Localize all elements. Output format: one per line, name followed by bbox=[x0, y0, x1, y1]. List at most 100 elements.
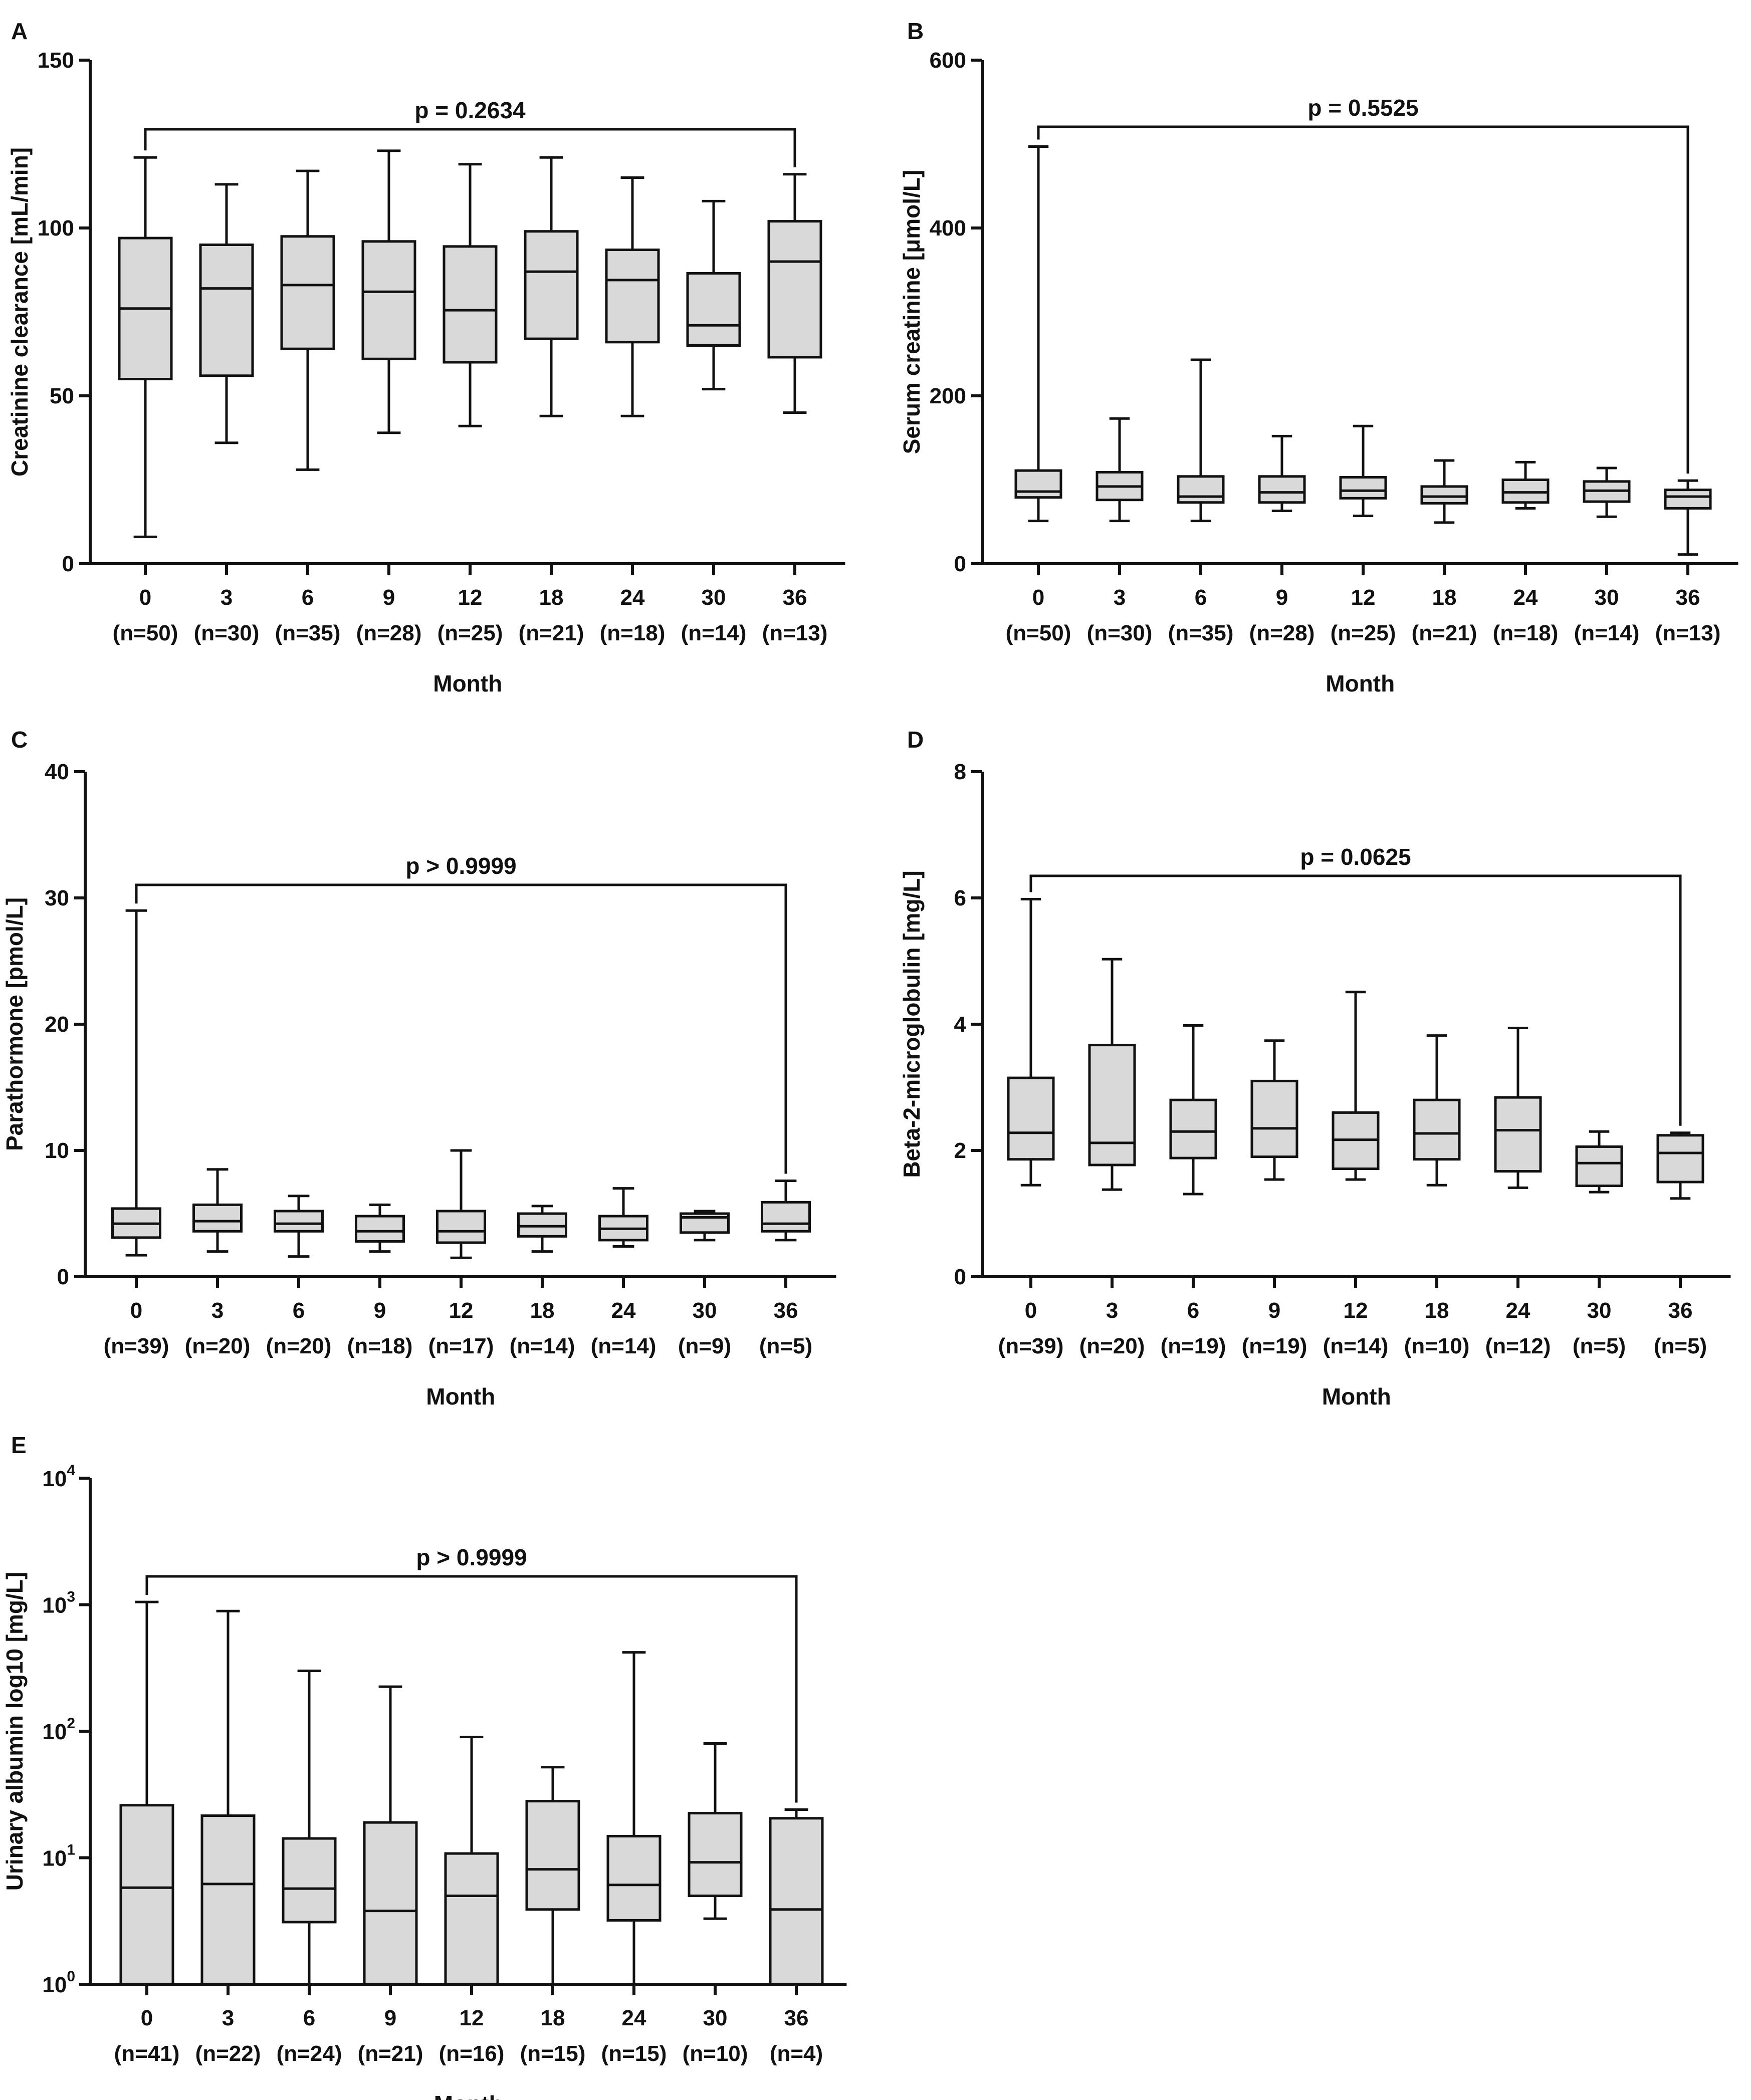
box-plot-12 bbox=[443, 163, 498, 427]
x-tick-label: 30 bbox=[703, 2006, 728, 2030]
sample-size-label: (n=13) bbox=[1655, 621, 1721, 645]
sample-size-label: (n=14) bbox=[681, 621, 747, 645]
x-tick-label: 0 bbox=[139, 585, 151, 610]
box-plot-30 bbox=[1575, 1130, 1623, 1194]
box-plot-3 bbox=[200, 1609, 256, 1986]
x-tick-label: 3 bbox=[222, 2006, 234, 2030]
x-tick-label: 6 bbox=[1195, 585, 1207, 610]
y-tick-label: 30 bbox=[45, 886, 69, 910]
iqr-box bbox=[436, 1210, 486, 1244]
y-axis-label: Urinary albumin log10 [mg/L] bbox=[2, 1572, 28, 1891]
box-plot-24 bbox=[606, 1651, 662, 1984]
sample-size-label: (n=10) bbox=[683, 2041, 748, 2066]
iqr-box bbox=[1413, 1098, 1461, 1161]
sample-size-label: (n=18) bbox=[600, 621, 666, 645]
y-axis-label: Parathormone [pmol/L] bbox=[2, 897, 28, 1151]
y-axis-label: Creatinine clearance [mL/min] bbox=[7, 147, 33, 477]
panel-a: A 0 50 100 150 Creatinine clearance [mL/min] 0… bbox=[7, 18, 845, 696]
box-plot-6 bbox=[274, 1195, 324, 1258]
sample-size-label: (n=30) bbox=[194, 621, 260, 645]
significance-bracket bbox=[144, 128, 796, 167]
x-tick-label: 24 bbox=[620, 585, 645, 610]
x-tick-label: 0 bbox=[1025, 1298, 1037, 1323]
x-tick-label: 18 bbox=[1425, 1298, 1449, 1323]
sample-size-label: (n=13) bbox=[762, 621, 828, 645]
x-tick-label: 12 bbox=[1351, 585, 1376, 610]
y-tick-exponent: 2 bbox=[67, 1715, 75, 1732]
y-tick-label: 600 bbox=[930, 48, 966, 73]
iqr-box bbox=[355, 1215, 405, 1243]
x-tick-label: 18 bbox=[1432, 585, 1457, 610]
panel-letter: A bbox=[11, 18, 28, 44]
box-plot-18 bbox=[1413, 1034, 1461, 1187]
sample-size-label: (n=22) bbox=[195, 2041, 261, 2066]
box-plot-3 bbox=[199, 183, 254, 444]
iqr-box bbox=[1177, 475, 1225, 504]
sample-size-label: (n=9) bbox=[678, 1334, 731, 1358]
box-plot-30 bbox=[1583, 466, 1631, 518]
iqr-box bbox=[761, 1201, 811, 1233]
sample-size-label: (n=28) bbox=[1249, 621, 1315, 645]
x-tick-label: 0 bbox=[1032, 585, 1044, 610]
sample-size-label: (n=20) bbox=[266, 1334, 332, 1358]
x-tick-label: 6 bbox=[1187, 1298, 1199, 1323]
p-value-label: p > 0.9999 bbox=[405, 853, 516, 879]
iqr-box bbox=[605, 249, 660, 344]
y-tick-label: 6 bbox=[954, 886, 966, 910]
y-tick-label: 100 bbox=[42, 1968, 75, 1997]
iqr-box bbox=[686, 272, 741, 347]
iqr-box bbox=[688, 1812, 743, 1898]
x-axis-label: Month bbox=[433, 670, 502, 696]
iqr-box bbox=[444, 1852, 499, 1986]
significance-bracket bbox=[135, 883, 787, 1174]
box-plot-18 bbox=[1420, 459, 1468, 524]
x-tick-label: 12 bbox=[449, 1298, 474, 1323]
y-axis-label: Serum creatinine [μmol/L] bbox=[899, 170, 925, 454]
y-tick-label: 50 bbox=[50, 384, 74, 408]
box-plot-12 bbox=[1332, 991, 1380, 1181]
sample-size-label: (n=25) bbox=[1331, 621, 1396, 645]
sample-size-label: (n=14) bbox=[510, 1334, 575, 1358]
box-plot-36 bbox=[1664, 479, 1712, 556]
box-plot-9 bbox=[363, 1685, 418, 1986]
panel-letter: C bbox=[11, 727, 28, 753]
iqr-box bbox=[1250, 1079, 1298, 1158]
p-value-label: p = 0.0625 bbox=[1300, 844, 1411, 870]
panel-letter: D bbox=[907, 727, 924, 753]
iqr-box bbox=[361, 240, 416, 360]
box-plot-6 bbox=[1177, 358, 1225, 523]
box-plot-0 bbox=[1014, 145, 1062, 523]
iqr-box bbox=[524, 230, 579, 340]
y-tick-label: 0 bbox=[62, 552, 74, 576]
y-tick-exponent: 1 bbox=[67, 1842, 75, 1858]
x-tick-label: 18 bbox=[541, 2006, 565, 2030]
iqr-box bbox=[1420, 485, 1468, 505]
sample-size-label: (n=21) bbox=[519, 621, 584, 645]
sample-size-label: (n=24) bbox=[277, 2041, 342, 2066]
sample-size-label: (n=19) bbox=[1161, 1334, 1226, 1358]
y-tick-exponent: 4 bbox=[67, 1462, 75, 1479]
x-tick-label: 3 bbox=[211, 1298, 224, 1323]
iqr-box bbox=[1088, 1044, 1136, 1166]
sample-size-label: (n=12) bbox=[1485, 1334, 1551, 1358]
y-tick-base: 10 bbox=[42, 1973, 67, 1997]
x-tick-label: 9 bbox=[1276, 585, 1288, 610]
iqr-box bbox=[769, 1817, 824, 1986]
iqr-box bbox=[1494, 1096, 1542, 1173]
x-tick-label: 3 bbox=[1106, 1298, 1118, 1323]
box-plot-0 bbox=[118, 156, 173, 538]
x-tick-label: 12 bbox=[458, 585, 483, 610]
iqr-box bbox=[200, 1814, 256, 1986]
p-value-label: p > 0.9999 bbox=[416, 1544, 527, 1570]
sample-size-label: (n=35) bbox=[275, 621, 341, 645]
sample-size-label: (n=16) bbox=[439, 2041, 505, 2066]
box-plot-12 bbox=[1339, 424, 1387, 518]
box-plot-6 bbox=[280, 169, 335, 471]
y-tick-base: 10 bbox=[42, 1467, 67, 1491]
box-plot-24 bbox=[605, 176, 660, 417]
iqr-box bbox=[1169, 1098, 1217, 1159]
box-plot-3 bbox=[1088, 958, 1136, 1191]
